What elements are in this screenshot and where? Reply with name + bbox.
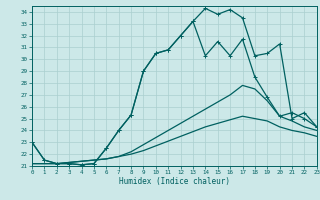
X-axis label: Humidex (Indice chaleur): Humidex (Indice chaleur) xyxy=(119,177,230,186)
